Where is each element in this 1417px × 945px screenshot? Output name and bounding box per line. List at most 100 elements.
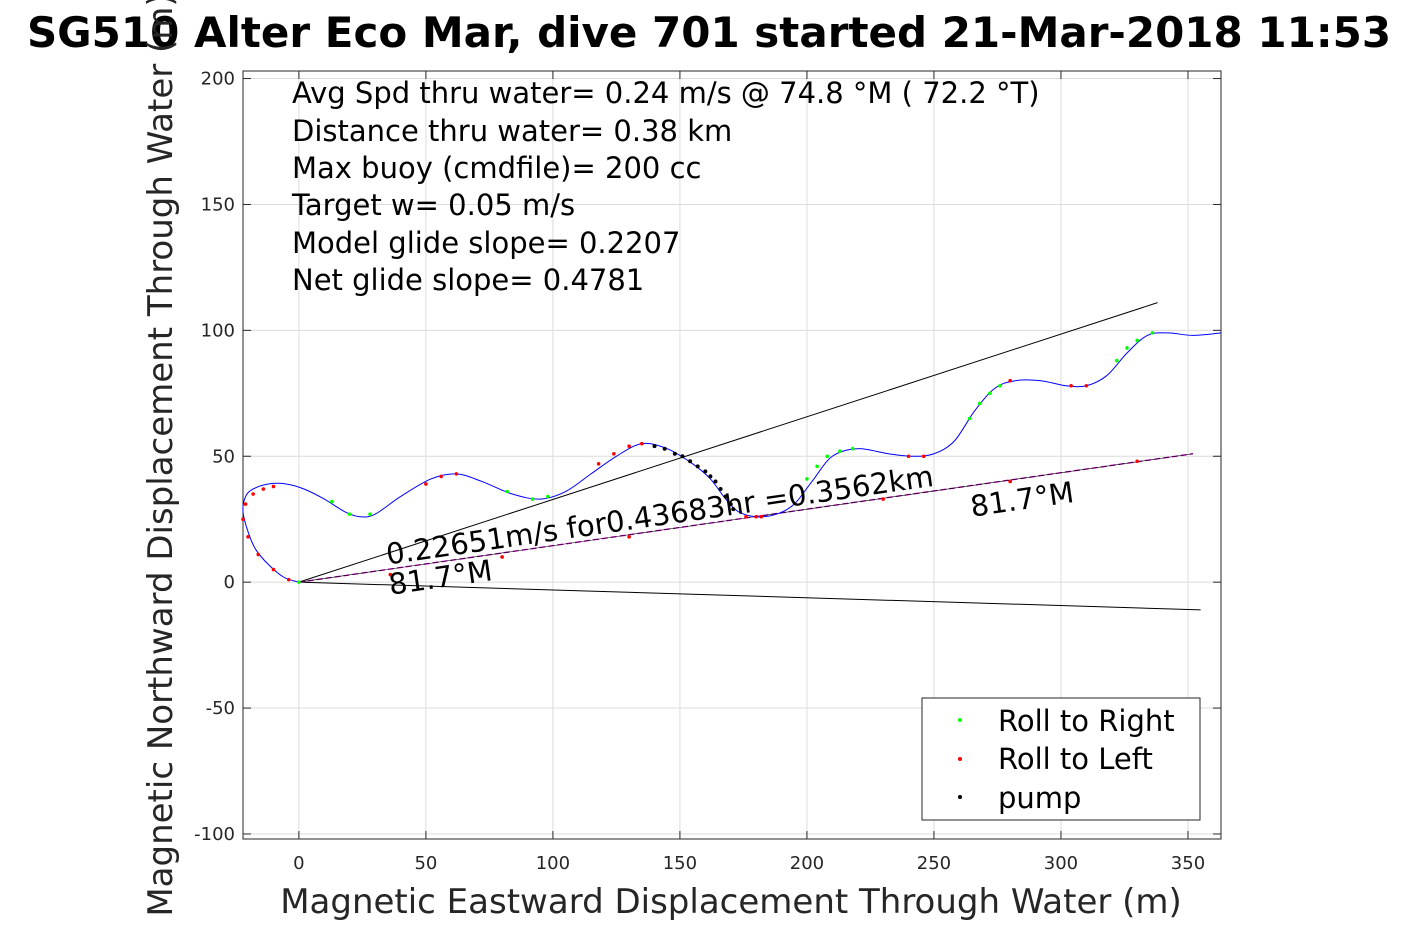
pump-marker bbox=[695, 464, 700, 469]
chart-annotations: 0.22651m/s for0.43683hr =0.3562km81.7°M8… bbox=[384, 459, 1076, 602]
roll-right-marker bbox=[1125, 346, 1129, 350]
roll-right-marker bbox=[1150, 331, 1155, 335]
roll-left-marker bbox=[271, 484, 276, 489]
info-line-4: Target w= 0.05 m/s bbox=[291, 188, 575, 222]
roll-right-marker bbox=[505, 489, 509, 494]
legend-marker-roll-right bbox=[958, 718, 962, 722]
x-tick-label: 0 bbox=[293, 853, 304, 874]
roll-left-marker bbox=[906, 454, 911, 459]
pump-marker bbox=[713, 479, 718, 484]
roll-right-marker bbox=[805, 477, 809, 481]
roll-left-marker bbox=[596, 462, 601, 466]
roll-right-marker bbox=[825, 454, 830, 459]
pump-marker bbox=[723, 494, 728, 499]
roll-left-marker bbox=[500, 555, 504, 559]
roll-left-marker bbox=[627, 444, 631, 448]
dive-info-text: Avg Spd thru water= 0.24 m/s @ 74.8 °M (… bbox=[291, 76, 1040, 297]
legend-marker-pump bbox=[958, 795, 962, 799]
y-tick-label: 200 bbox=[201, 69, 235, 90]
roll-left-marker bbox=[241, 517, 245, 522]
plot-area-frame bbox=[242, 70, 1222, 840]
x-tick-labels: 0 50 100 150 200 250 300 350 bbox=[293, 853, 1205, 874]
info-line-5: Model glide slope= 0.2207 bbox=[292, 226, 680, 260]
roll-left-marker bbox=[439, 474, 443, 479]
x-tick-label: 300 bbox=[1044, 853, 1078, 874]
roll-right-marker bbox=[330, 499, 334, 504]
pump-marker bbox=[708, 474, 713, 479]
chart-series bbox=[241, 302, 1222, 611]
roll-left-marker bbox=[271, 567, 276, 572]
info-line-6: Net glide slope= 0.4781 bbox=[292, 263, 644, 297]
pump-marker bbox=[731, 507, 736, 512]
legend-label-roll-left: Roll to Left bbox=[998, 742, 1153, 776]
x-tick-label: 250 bbox=[917, 853, 951, 874]
roll-left-marker bbox=[1008, 479, 1012, 484]
roll-left-marker bbox=[744, 514, 748, 519]
y-tick-label: -100 bbox=[194, 824, 235, 845]
roll-left-marker bbox=[424, 482, 428, 486]
roll-right-marker bbox=[530, 497, 535, 501]
legend: Roll to Right Roll to Left pump bbox=[921, 697, 1201, 821]
roll-left-marker bbox=[881, 497, 885, 501]
roll-right-marker bbox=[838, 449, 842, 454]
pump-marker bbox=[662, 446, 667, 451]
roll-left-marker bbox=[454, 472, 459, 476]
roll-left-marker bbox=[754, 514, 758, 519]
y-tick-label: 50 bbox=[212, 446, 235, 467]
x-tick-label: 50 bbox=[414, 853, 437, 874]
roll-right-marker bbox=[977, 401, 982, 406]
roll-right-marker bbox=[967, 416, 972, 421]
roll-right-marker bbox=[1115, 358, 1119, 363]
roll-left-marker bbox=[627, 535, 631, 539]
roll-right-marker bbox=[1135, 338, 1139, 343]
pump-marker bbox=[688, 459, 693, 464]
info-line-2: Distance thru water= 0.38 km bbox=[292, 114, 732, 148]
x-axis-label: Magnetic Eastward Displacement Through W… bbox=[280, 882, 1182, 922]
pump-marker bbox=[680, 454, 685, 459]
roll-right-marker bbox=[815, 464, 819, 469]
pump-marker bbox=[703, 469, 708, 474]
roll-left-marker bbox=[261, 487, 266, 491]
upper-bound-line bbox=[298, 302, 1158, 583]
roll-left-marker bbox=[612, 451, 616, 456]
y-axis-label: Magnetic Northward Displacement Through … bbox=[141, 0, 181, 917]
roll-left-marker bbox=[286, 577, 291, 582]
roll-right-marker bbox=[998, 383, 1002, 388]
roll-left-marker bbox=[1008, 378, 1012, 383]
roll-left-marker bbox=[1135, 459, 1139, 464]
x-tick-label: 150 bbox=[663, 853, 697, 874]
legend-label-pump: pump bbox=[998, 781, 1081, 815]
roll-left-marker bbox=[921, 454, 926, 459]
pump-marker bbox=[728, 502, 733, 507]
x-tick-label: 200 bbox=[790, 853, 824, 874]
y-tick-label: 100 bbox=[201, 320, 235, 341]
legend-marker-roll-left bbox=[958, 757, 962, 761]
roll-right-marker bbox=[988, 391, 992, 396]
x-tick-label: 350 bbox=[1171, 853, 1205, 874]
roll-right-marker bbox=[850, 446, 855, 451]
roll-left-marker bbox=[640, 441, 644, 446]
info-line-1: Avg Spd thru water= 0.24 m/s @ 74.8 °M (… bbox=[292, 76, 1040, 110]
pump-marker bbox=[672, 451, 677, 456]
roll-left-marker bbox=[1069, 383, 1073, 388]
pump-marker bbox=[718, 486, 723, 491]
lower-bound-line bbox=[298, 581, 1201, 611]
roll-right-marker bbox=[546, 494, 550, 499]
roll-left-marker bbox=[251, 492, 255, 496]
y-tick-labels: 200 150 100 50 0 -50 -100 bbox=[194, 69, 235, 845]
y-tick-label: 0 bbox=[224, 572, 235, 593]
roll-left-marker bbox=[243, 502, 248, 506]
roll-left-marker bbox=[388, 572, 393, 577]
annotation-text: 81.7°M bbox=[968, 475, 1076, 523]
axis-ticks bbox=[243, 71, 1221, 839]
roll-left-marker bbox=[759, 514, 764, 519]
roll-right-marker bbox=[297, 580, 301, 584]
roll-left-marker bbox=[1084, 383, 1089, 388]
roll-left-marker bbox=[256, 552, 261, 557]
y-tick-label: -50 bbox=[206, 698, 235, 719]
info-line-3: Max buoy (cmdfile)= 200 cc bbox=[292, 151, 701, 185]
pump-marker bbox=[652, 444, 657, 449]
legend-box bbox=[921, 697, 1201, 821]
roll-right-marker bbox=[347, 512, 352, 516]
